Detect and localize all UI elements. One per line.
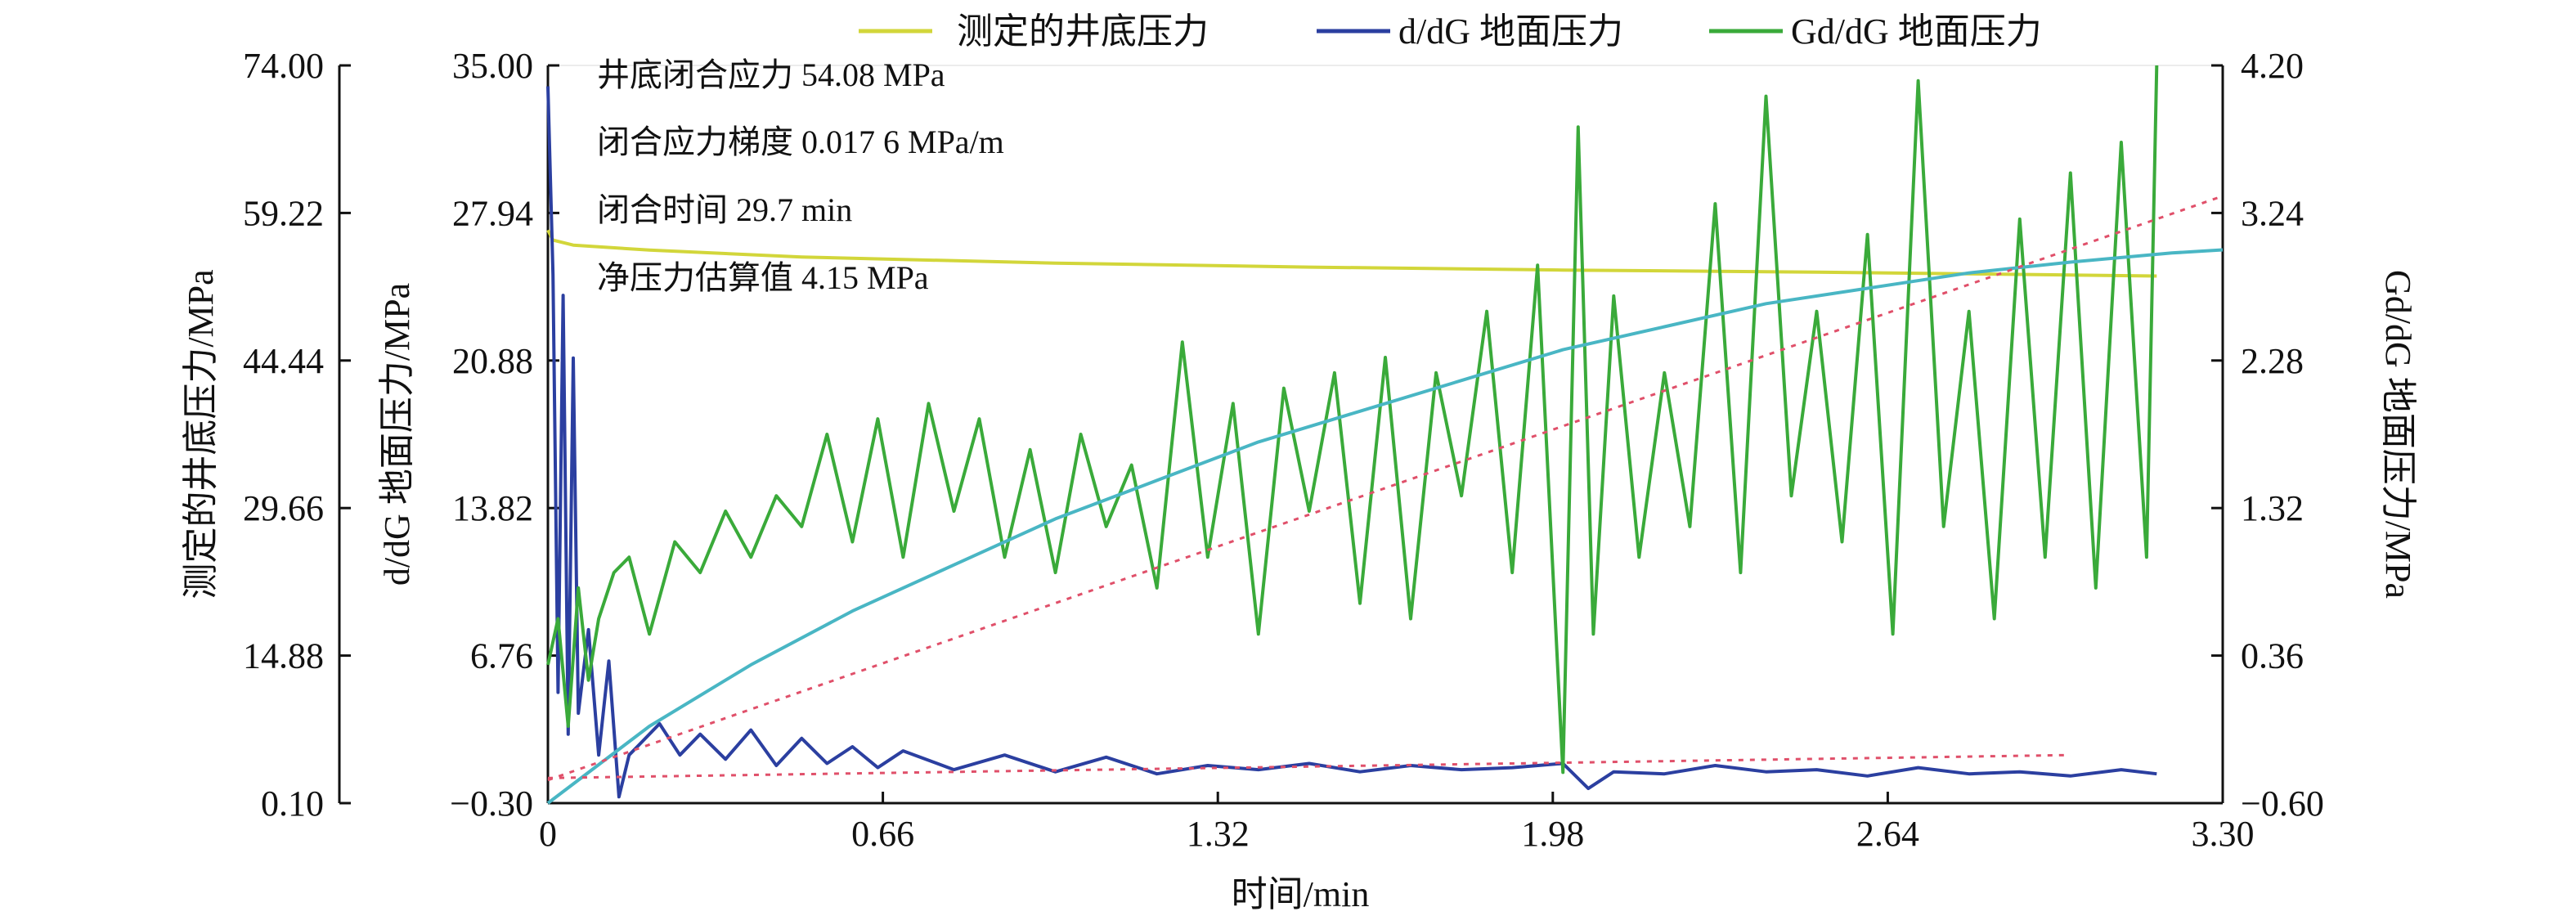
x-tick-label: 3.30 bbox=[2192, 814, 2255, 854]
y-inner-tick-label: 13.82 bbox=[452, 488, 533, 528]
y-outer-tick-label: 29.66 bbox=[243, 488, 324, 528]
y-right-tick-label: 1.32 bbox=[2241, 488, 2304, 528]
tangent-line-right bbox=[547, 195, 2224, 782]
gddg-pressure-line bbox=[546, 65, 2159, 775]
x-tick-label: 1.32 bbox=[1187, 814, 1250, 854]
legend: 测定的井底压力 d/dG 地面压力 Gd/dG 地面压力 bbox=[859, 11, 2042, 52]
bottomhole-pressure-line bbox=[546, 229, 2157, 278]
fit-curve-line bbox=[546, 248, 2224, 805]
y-inner-tick-label: 20.88 bbox=[452, 341, 533, 381]
x-tick-label: 1.98 bbox=[1521, 814, 1584, 854]
y-outer-tick-label: 44.44 bbox=[243, 341, 324, 381]
axes bbox=[338, 65, 2224, 805]
y-inner-tick-label: −0.30 bbox=[450, 784, 533, 824]
legend-label-ddg-pressure: d/dG 地面压力 bbox=[1398, 11, 1623, 52]
y-outer-tick-label: 59.22 bbox=[243, 193, 324, 233]
y-outer-tick-label: 0.10 bbox=[261, 784, 324, 824]
y-inner-tick-label: 27.94 bbox=[452, 193, 533, 233]
x-tick-label: 0.66 bbox=[851, 814, 914, 854]
x-axis-title: 时间/min bbox=[1232, 874, 1370, 914]
annotation-net-pressure: 净压力估算值 4.15 MPa bbox=[597, 259, 929, 296]
y-inner-tick-label: 35.00 bbox=[452, 46, 533, 86]
y-outer-tick-label: 14.88 bbox=[243, 636, 324, 676]
ddg-pressure-line bbox=[546, 86, 2157, 799]
x-tick-label: 2.64 bbox=[1856, 814, 1919, 854]
y-inner-axis-title: d/dG 地面压力/MPa bbox=[377, 283, 417, 586]
annotation-closure-time: 闭合时间 29.7 min bbox=[597, 191, 852, 228]
y-outer-tick-label: 74.00 bbox=[243, 46, 324, 86]
y-right-tick-label: 0.36 bbox=[2241, 636, 2304, 676]
annotations: 井底闭合应力 54.08 MPa 闭合应力梯度 0.017 6 MPa/m 闭合… bbox=[597, 56, 1004, 296]
legend-label-bottomhole-pressure: 测定的井底压力 bbox=[957, 11, 1209, 52]
tangent-line-inner bbox=[547, 753, 2071, 779]
y-right-tick-label: 3.24 bbox=[2241, 193, 2304, 233]
x-tick-label: 0 bbox=[539, 814, 557, 854]
y-inner-tick-label: 6.76 bbox=[470, 636, 533, 676]
plot-series bbox=[546, 65, 2224, 805]
y-right-tick-label: 2.28 bbox=[2241, 341, 2304, 381]
y-right-axis-title: Gd/dG 地面压力/MPa bbox=[2378, 270, 2418, 599]
y-right-tick-label: −0.60 bbox=[2241, 784, 2324, 824]
y-right-tick-label: 4.20 bbox=[2241, 46, 2304, 86]
y-outer-axis-title: 测定的井底压力/MPa bbox=[181, 269, 221, 599]
legend-label-gddg-pressure: Gd/dG 地面压力 bbox=[1791, 11, 2042, 52]
annotation-stress-gradient: 闭合应力梯度 0.017 6 MPa/m bbox=[597, 123, 1004, 160]
annotation-closure-stress: 井底闭合应力 54.08 MPa bbox=[597, 56, 945, 93]
ticks: 0 0.66 1.32 1.98 2.64 3.30 0.10 14.88 29.66 44.44… bbox=[243, 46, 2324, 854]
